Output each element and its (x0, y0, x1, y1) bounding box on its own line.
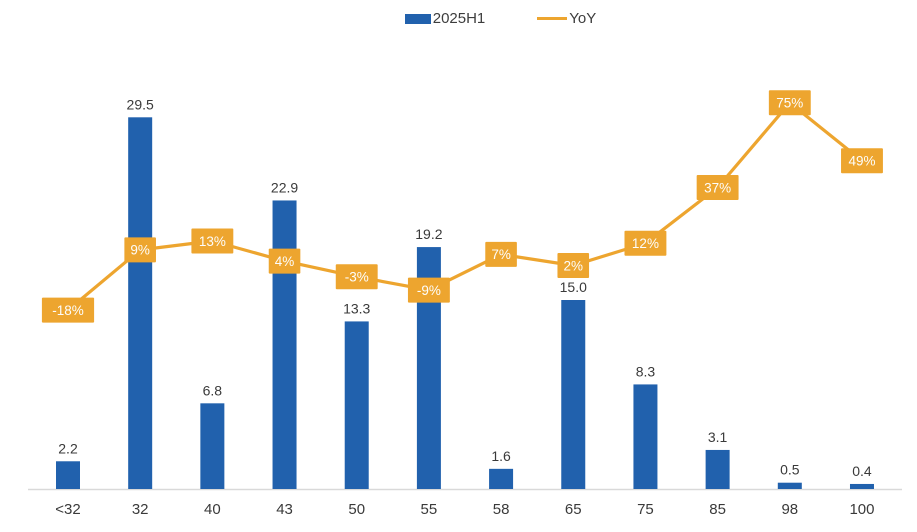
yoy-label-text-43: 4% (275, 254, 295, 269)
bar-32 (128, 117, 153, 490)
bar-value-label-50: 13.3 (343, 300, 370, 316)
yoy-label-text-65: 2% (564, 258, 584, 273)
yoy-label-text-<32: -18% (52, 303, 84, 318)
legend-line-swatch-icon (537, 16, 568, 21)
bar-43 (272, 200, 297, 489)
x-axis-label-50: 50 (348, 501, 365, 518)
bar-value-label-43: 22.9 (271, 179, 298, 195)
yoy-label-box-98 (768, 90, 811, 116)
yoy-label-text-75: 12% (632, 236, 659, 251)
legend-item-2025h1[interactable]: 2025H1 (404, 10, 486, 27)
x-axis-label-43: 43 (276, 501, 293, 518)
legend-item-yoy[interactable]: YoY (537, 10, 596, 27)
bar-value-label-100: 0.4 (852, 463, 872, 479)
yoy-label-text-32: 9% (130, 243, 150, 258)
yoy-label-box-100 (841, 148, 883, 174)
bar-value-label-32: 29.5 (127, 96, 154, 112)
yoy-label-box-40 (191, 228, 234, 254)
yoy-label-box-75 (624, 230, 667, 256)
legend-bar-swatch-icon (404, 13, 431, 24)
bar-value-label-55: 19.2 (415, 226, 442, 242)
bar-<32 (56, 461, 80, 489)
yoy-label-box-<32 (41, 297, 95, 323)
bar-value-label-<32: 2.2 (58, 440, 78, 456)
yoy-label-text-50: -3% (345, 269, 369, 284)
yoy-line (66, 101, 864, 312)
bar-value-label-85: 3.1 (708, 429, 728, 445)
yoy-label-box-85 (696, 174, 739, 200)
yoy-label-box-32 (124, 237, 156, 263)
yoy-label-box-58 (485, 241, 517, 267)
x-axis-label-100: 100 (849, 501, 874, 518)
yoy-label-text-85: 37% (704, 180, 731, 195)
yoy-label-text-55: -9% (417, 283, 441, 298)
bar-value-label-75: 8.3 (636, 363, 656, 379)
legend-label-yoy: YoY (569, 10, 597, 27)
bar-85 (705, 449, 730, 489)
yoy-label-box-50 (335, 264, 378, 290)
x-axis-label-<32: <32 (55, 501, 80, 518)
chart-legend: 2025H1 YoY (42, 10, 917, 27)
bar-50 (344, 321, 369, 489)
bar-75 (633, 384, 658, 489)
yoy-label-text-98: 75% (776, 96, 803, 111)
x-axis-label-58: 58 (493, 501, 510, 518)
bar-value-label-65: 15.0 (560, 279, 587, 295)
legend-label-2025h1: 2025H1 (432, 10, 486, 27)
x-axis-label-65: 65 (565, 501, 582, 518)
bar-65 (561, 300, 586, 489)
bar-98 (777, 482, 802, 489)
bar-value-label-40: 6.8 (203, 382, 223, 398)
x-axis-label-32: 32 (132, 501, 149, 518)
bar-value-label-58: 1.6 (491, 448, 511, 464)
x-axis-label-85: 85 (709, 501, 726, 518)
x-axis-label-98: 98 (781, 501, 798, 518)
yoy-label-box-65 (557, 253, 590, 279)
yoy-label-text-100: 49% (848, 154, 875, 169)
yoy-label-text-58: 7% (491, 247, 511, 262)
x-axis-label-55: 55 (421, 501, 438, 518)
bar-value-label-98: 0.5 (780, 462, 800, 478)
bar-58 (489, 468, 514, 489)
bar-100 (849, 483, 874, 489)
x-axis-label-40: 40 (204, 501, 221, 518)
bar-40 (200, 403, 225, 489)
yoy-label-box-43 (268, 248, 301, 274)
yoy-label-text-40: 13% (199, 234, 226, 249)
yoy-label-box-55 (407, 277, 450, 303)
x-axis-label-75: 75 (637, 501, 654, 518)
